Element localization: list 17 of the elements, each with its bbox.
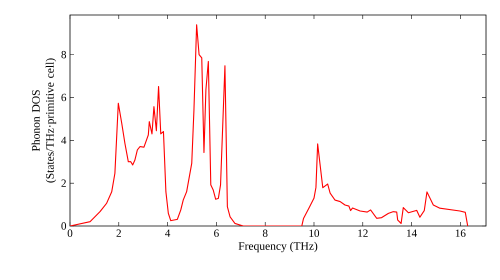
x-tick-label: 4: [165, 230, 170, 237]
x-axis-title: Frequency (THz): [238, 242, 318, 252]
y-tick-label: 6: [61, 94, 66, 102]
x-tick-label: 6: [214, 230, 219, 237]
x-tick-label: 16: [456, 230, 466, 237]
x-tick-label: 14: [407, 230, 417, 237]
x-tick-label: 8: [262, 230, 268, 237]
x-tick-label: 10: [309, 230, 320, 237]
y-tick-label: 4: [61, 136, 66, 144]
y-tick-label: 2: [61, 180, 66, 187]
x-tick-label: 12: [358, 230, 368, 237]
line-series: [70, 24, 468, 226]
y-tick-label: 8: [61, 50, 66, 58]
y-tick-label: 0: [61, 222, 66, 230]
x-tick-label: 2: [116, 230, 121, 237]
y-axis-title: Phonon DOS (States/THz·primitive cell): [32, 58, 56, 183]
x-tick-label: 0: [68, 230, 72, 237]
